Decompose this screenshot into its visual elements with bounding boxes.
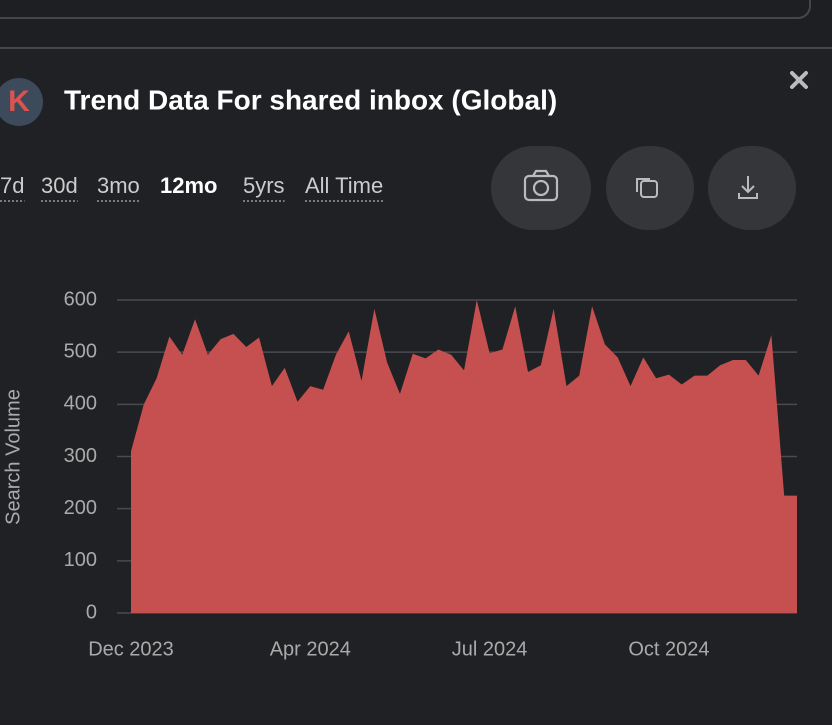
y-axis-label: Search Volume xyxy=(2,389,24,525)
close-icon xyxy=(790,71,808,89)
y-tick-label: 100 xyxy=(64,549,97,571)
copy-button[interactable] xyxy=(606,146,694,230)
range-option[interactable]: 30d xyxy=(41,173,78,198)
screenshot-button[interactable] xyxy=(491,146,591,230)
camera-icon xyxy=(523,169,559,202)
previous-panel xyxy=(0,0,811,19)
panel-title: Trend Data For shared inbox (Global) xyxy=(64,84,557,115)
range-option[interactable]: All Time xyxy=(305,173,383,198)
avatar-letter: K xyxy=(8,85,30,118)
range-option[interactable]: 3mo xyxy=(97,173,140,198)
y-tick-label: 500 xyxy=(64,340,97,362)
x-tick-label: Jul 2024 xyxy=(452,638,528,660)
y-tick-label: 400 xyxy=(64,393,97,415)
close-button[interactable] xyxy=(790,71,808,89)
range-options: 7d 30d 3mo 12mo 5yrs All Time xyxy=(0,173,384,202)
plot: 0 100 200 300 400 500 600 Dec 2023 Apr 2024 Jul 2… xyxy=(64,288,797,660)
copy-icon xyxy=(636,178,658,198)
range-option[interactable]: 12mo xyxy=(160,173,217,198)
y-tick-label: 600 xyxy=(64,288,97,310)
x-tick-label: Dec 2023 xyxy=(88,638,174,660)
avatar xyxy=(0,78,43,126)
range-option[interactable]: 7d xyxy=(0,173,24,198)
area xyxy=(131,300,797,613)
x-tick-label: Oct 2024 xyxy=(628,638,709,660)
y-tick-label: 200 xyxy=(64,497,97,519)
y-tick-label: 300 xyxy=(64,445,97,467)
range-option[interactable]: 5yrs xyxy=(243,173,285,198)
y-tick-label: 0 xyxy=(86,601,97,623)
x-tick-label: Apr 2024 xyxy=(270,638,351,660)
download-icon xyxy=(738,176,758,199)
